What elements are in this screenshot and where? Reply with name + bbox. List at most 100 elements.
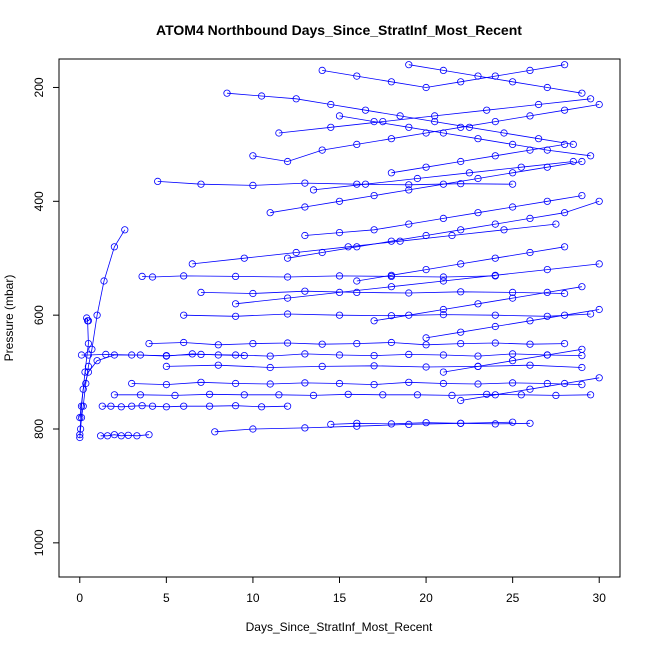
data-point [327, 123, 335, 131]
data-point [335, 272, 344, 280]
series-33 [309, 157, 577, 194]
data-point [474, 380, 482, 388]
data-point [387, 237, 395, 245]
data-point [578, 380, 586, 389]
data-point [457, 157, 465, 166]
data-point [180, 338, 188, 347]
data-point [526, 361, 534, 369]
data-point [197, 288, 205, 296]
data-point [335, 229, 344, 237]
data-point [422, 83, 430, 92]
data-point [439, 66, 447, 75]
data-point [103, 432, 112, 440]
data-point [370, 192, 378, 200]
data-point [543, 312, 551, 320]
series-7 [128, 378, 586, 389]
profile-line [166, 364, 582, 368]
data-point [474, 174, 482, 183]
data-point [88, 345, 96, 353]
data-point [569, 140, 577, 148]
data-point [491, 118, 499, 126]
data-point [405, 289, 413, 297]
data-point [249, 339, 257, 348]
series-9 [138, 272, 499, 281]
x-axis: 0 5 10 15 20 25 30 [76, 576, 606, 605]
profile-line [304, 195, 582, 236]
profile-line [183, 313, 591, 317]
data-point [77, 351, 86, 359]
data-point [148, 402, 157, 410]
data-point [232, 312, 240, 320]
data-point [283, 157, 292, 166]
x-tick-label: 10 [246, 591, 260, 605]
data-point [188, 260, 196, 268]
data-point [370, 226, 378, 234]
data-point [543, 288, 551, 296]
series-30 [188, 220, 560, 268]
data-point [232, 379, 240, 388]
profile-line [287, 200, 600, 259]
data-point [110, 243, 119, 251]
data-point [595, 260, 603, 268]
profile-line [131, 381, 582, 386]
data-point [483, 106, 491, 114]
series-18 [266, 157, 586, 217]
profile-line [356, 246, 565, 282]
data-point [128, 402, 136, 410]
profile-line [374, 286, 582, 322]
y-axis-label: Pressure (mbar) [2, 275, 16, 362]
series-3 [77, 350, 586, 360]
data-point [508, 169, 517, 177]
x-tick-label: 15 [333, 591, 347, 605]
data-point [387, 135, 395, 143]
data-point [586, 95, 595, 103]
data-point [517, 391, 525, 399]
series-28 [439, 345, 586, 376]
profile-line [226, 92, 574, 145]
data-point [110, 391, 119, 399]
data-point [560, 289, 569, 298]
data-point [405, 378, 413, 386]
series-23 [353, 243, 569, 285]
data-point [98, 402, 106, 410]
data-point [413, 391, 421, 399]
data-point [491, 152, 499, 160]
profile-line [252, 104, 600, 162]
series-21 [318, 61, 569, 92]
y-tick-label: 800 [32, 419, 46, 439]
data-point [283, 254, 292, 262]
data-point [405, 181, 413, 189]
series-12 [197, 287, 569, 298]
data-point [526, 66, 534, 75]
data-point [526, 248, 534, 257]
data-point [292, 95, 300, 103]
data-point [133, 432, 141, 440]
data-point [97, 432, 105, 440]
data-point [387, 169, 395, 177]
profile-line [270, 161, 582, 214]
data-point [457, 339, 465, 348]
x-tick-label: 20 [419, 591, 433, 605]
data-point [508, 350, 517, 358]
x-tick-label: 25 [506, 591, 520, 605]
series-26 [405, 61, 586, 97]
data-point [526, 385, 534, 393]
data-point [387, 271, 395, 279]
data-point [335, 379, 344, 388]
data-point [439, 310, 447, 319]
data-point [474, 72, 482, 80]
data-point [405, 186, 413, 194]
data-point [578, 89, 586, 97]
data-point [327, 420, 335, 428]
data-point [405, 61, 413, 69]
data-point [491, 254, 499, 262]
data-point [543, 197, 551, 205]
data-point [361, 106, 370, 114]
data-point [370, 118, 378, 126]
data-point [422, 341, 430, 349]
profile-line [157, 181, 513, 186]
data-point [491, 220, 499, 228]
chart-title: ATOM4 Northbound Days_Since_StratInf_Mos… [156, 22, 522, 38]
data-point [448, 231, 456, 240]
data-point [439, 180, 447, 188]
